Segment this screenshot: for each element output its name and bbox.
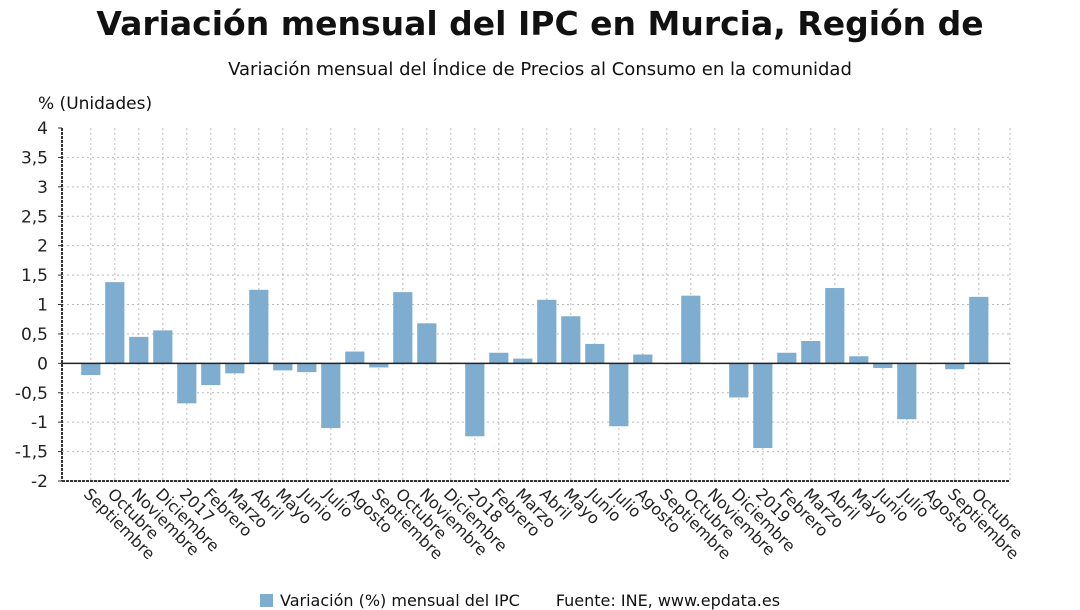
y-tick-label: 1 [37,296,48,316]
bar [393,292,413,364]
bar [273,363,293,371]
y-tick-label: -1 [31,413,48,433]
legend-swatch [260,594,273,607]
bar [129,336,149,364]
bar [849,356,869,364]
legend: Variación (%) mensual del IPC Fuente: IN… [260,591,780,610]
y-tick-label: -2 [31,472,48,492]
bar [633,354,653,364]
bar [249,289,269,364]
bar [345,351,365,364]
bar [801,340,821,364]
y-tick-label: 1,5 [21,266,48,286]
y-tick-label: 0 [37,354,48,374]
bar [945,363,965,370]
bar [609,363,629,427]
bar [777,352,797,364]
bar [513,358,533,364]
y-tick-label: 3,5 [21,148,48,168]
bar [369,363,389,368]
bar [489,352,509,364]
legend-label: Variación (%) mensual del IPC [280,591,520,610]
bar [417,323,437,364]
y-axis-label: % (Unidades) [38,94,153,114]
bar [153,330,173,364]
source-note: Fuente: INE, www.epdata.es [555,591,781,610]
bar [297,363,317,373]
bar [825,288,845,364]
bar [225,363,245,374]
y-tick-label: -0,5 [15,384,48,404]
bar [177,363,197,404]
bar [201,363,221,386]
bar [585,343,605,364]
y-tick-label: 0,5 [21,325,48,345]
y-tick-label: 3 [37,178,48,198]
bar [753,363,773,449]
bar [681,295,701,364]
y-tick-label: 4 [37,119,48,139]
bar [969,296,989,364]
y-tick-label: 2,5 [21,207,48,227]
bar [561,316,581,364]
bar [81,363,101,376]
bar [873,363,893,369]
bar [537,299,557,364]
bar [897,363,917,420]
chart-title: Variación mensual del IPC en Murcia, Reg… [96,4,984,43]
chart-subtitle: Variación mensual del Índice de Precios … [228,59,852,80]
bar [321,363,341,429]
y-tick-label: 2 [37,237,48,257]
y-tick-label: -1,5 [15,443,48,463]
bar [105,282,125,364]
bar [729,363,749,398]
bar-chart: 43,532,521,510,50-0,5-1-1,5-2SeptiembreO… [15,119,1027,563]
bar [465,363,485,437]
